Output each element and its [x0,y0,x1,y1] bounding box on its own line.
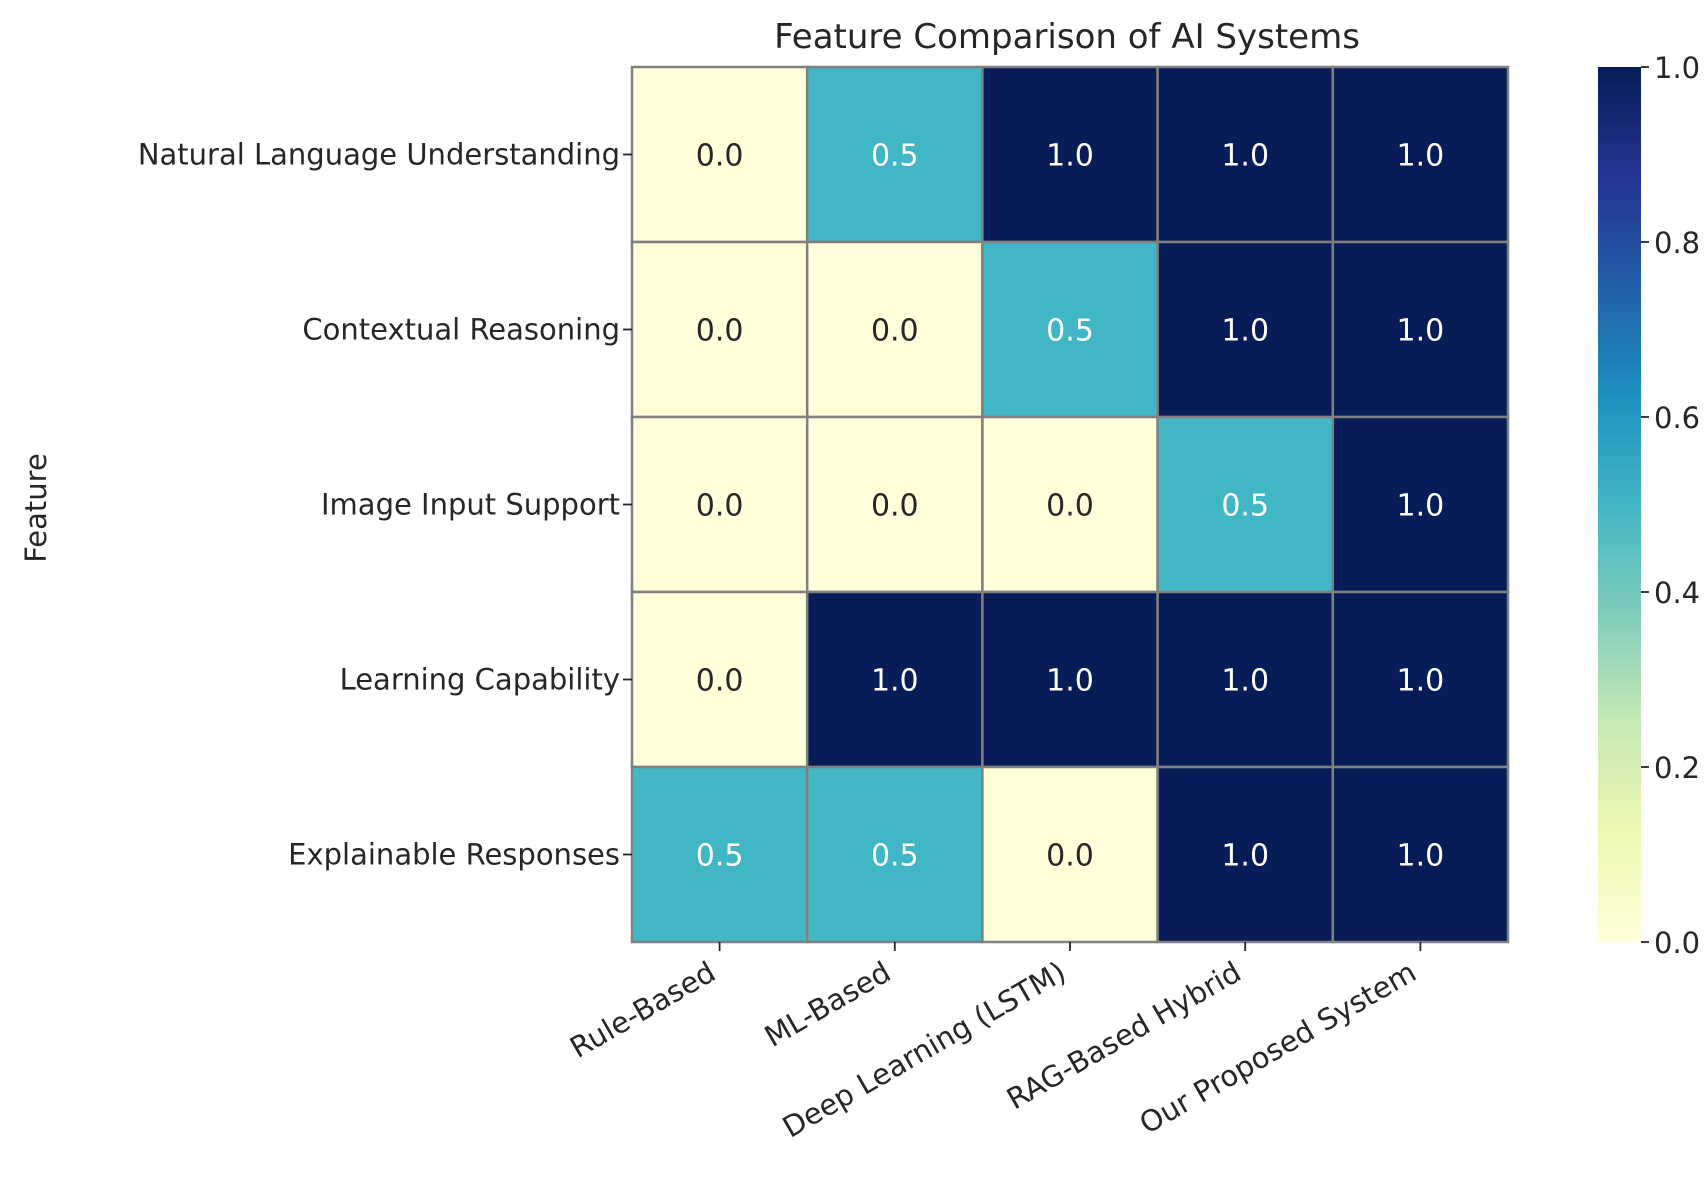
heatmap-cell [805,415,984,594]
cell-annotation: 0.5 [871,139,919,174]
cell-annotation: 1.0 [1046,664,1094,699]
colorbar-tick-label: 0.8 [1654,226,1700,260]
cell-annotation: 1.0 [1221,839,1269,874]
heatmap-cell [981,65,1159,244]
cell-annotation: 1.0 [1397,664,1445,699]
heatmap-cell [630,765,809,944]
heatmap-cells [630,65,1510,944]
y-tick-labels: Natural Language Understanding Contextual… [138,138,632,872]
cell-annotation: 0.0 [871,489,919,524]
heatmap-cell [1156,415,1335,594]
y-tick-label: Image Input Support [321,488,620,522]
cell-annotation: 0.0 [696,139,744,174]
cell-annotation: 1.0 [871,664,919,699]
cell-annotation: 1.0 [1397,839,1445,874]
cell-annotation: 1.0 [1397,489,1445,524]
cell-annotation: 0.5 [1221,489,1269,524]
cell-annotation: 1.0 [1397,139,1445,174]
heatmap-cell [805,590,984,769]
cell-annotation: 0.5 [696,839,744,874]
cell-annotation: 0.0 [696,314,744,349]
cell-annotation: 0.0 [1046,839,1094,874]
colorbar-tick-label: 1.0 [1654,51,1700,85]
cell-annotation: 1.0 [1221,664,1269,699]
heatmap-cell [1331,590,1510,769]
heatmap-cell [1331,240,1510,419]
cell-annotation: 1.0 [1221,139,1269,174]
y-axis-label: Feature [19,453,53,563]
y-tick-label: Natural Language Understanding [138,138,620,172]
cell-annotation: 1.0 [1046,139,1094,174]
y-tick-label: Learning Capability [340,663,620,697]
heatmap-cell [805,765,984,944]
heatmap-cell [1331,415,1510,594]
cell-annotation: 0.0 [871,314,919,349]
x-tick-label: Rule-Based [564,955,721,1065]
colorbar-tick-label: 0.2 [1654,751,1700,785]
y-tick-label: Contextual Reasoning [302,313,620,347]
colorbar-tick-labels: 0.0 0.2 0.4 0.6 0.8 1.0 [1641,51,1700,960]
heatmap-cell [981,590,1159,769]
cell-annotation: 1.0 [1221,314,1269,349]
colorbar-tick-label: 0.6 [1654,401,1700,435]
heatmap-cell [805,65,984,244]
chart-title: Feature Comparison of AI Systems [774,17,1360,57]
heatmap-cell [630,65,809,244]
cell-annotation: 0.0 [696,489,744,524]
colorbar-tick-label: 0.0 [1654,926,1700,960]
heatmap-cell [981,240,1159,419]
x-tick-label: Deep Learning (LSTM) [777,955,1072,1145]
cell-annotation: 0.5 [871,839,919,874]
colorbar-tick-label: 0.4 [1654,576,1700,610]
colorbar: 0.0 0.2 0.4 0.6 0.8 1.0 [1598,51,1700,960]
cell-annotation: 0.5 [1046,314,1094,349]
heatmap-cell [630,240,809,419]
cell-annotation: 1.0 [1397,314,1445,349]
colorbar-gradient [1598,67,1641,942]
y-tick-label: Explainable Responses [288,838,620,872]
x-tick-label: ML-Based [759,955,896,1054]
x-tick-label: Our Proposed System [1134,955,1422,1141]
cell-annotation: 0.0 [1046,489,1094,524]
heatmap-cell [1156,65,1335,244]
heatmap-cell [1156,590,1335,769]
cell-annotation: 0.0 [696,664,744,699]
heatmap-cell [1331,765,1510,944]
heatmap-cell [981,765,1159,944]
cell-annotations: 0.0 0.5 1.0 1.0 1.0 0.0 0.0 0.5 1.0 1.0 0.0 0.0 0.0 0… [696,139,1445,874]
